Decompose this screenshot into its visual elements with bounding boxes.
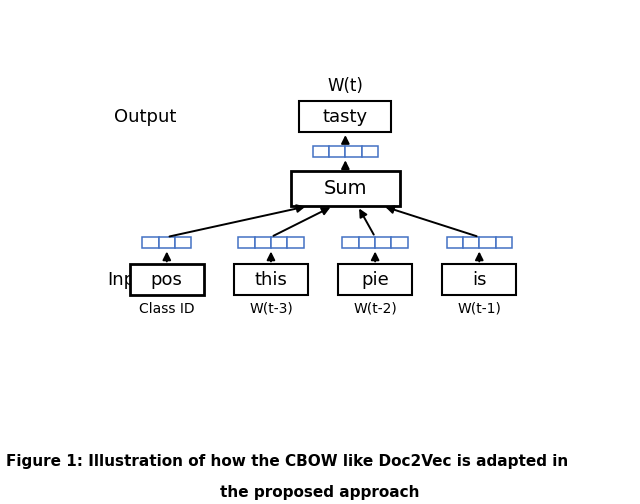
Text: Sum: Sum (324, 179, 367, 198)
Text: W(t-1): W(t-1) (458, 302, 501, 316)
Bar (234, 264, 308, 295)
Text: tasty: tasty (323, 108, 368, 126)
Text: this: this (255, 271, 287, 289)
Text: W(t): W(t) (328, 77, 364, 95)
Text: is: is (472, 271, 486, 289)
Text: W(t-2): W(t-2) (353, 302, 397, 316)
Bar (447, 237, 463, 248)
Text: pie: pie (361, 271, 389, 289)
Text: Class ID: Class ID (139, 302, 195, 316)
Bar (312, 146, 329, 157)
Bar (479, 237, 495, 248)
Bar (159, 237, 175, 248)
Bar (142, 237, 159, 248)
Text: Output: Output (115, 108, 177, 126)
Bar (238, 237, 255, 248)
Bar (338, 264, 412, 295)
Bar (463, 237, 479, 248)
Bar (291, 171, 400, 206)
Bar (362, 146, 378, 157)
Bar (129, 264, 204, 295)
Bar (495, 237, 512, 248)
Text: the proposed approach: the proposed approach (220, 485, 420, 500)
Bar (346, 146, 362, 157)
Bar (329, 146, 346, 157)
Text: W(t-3): W(t-3) (249, 302, 293, 316)
Text: pos: pos (151, 271, 183, 289)
Bar (175, 237, 191, 248)
Bar (342, 237, 359, 248)
Text: Figure 1: Illustration of how the CBOW like Doc2Vec is adapted in: Figure 1: Illustration of how the CBOW l… (6, 454, 569, 469)
Bar (287, 237, 304, 248)
Bar (255, 237, 271, 248)
Bar (300, 101, 391, 132)
Bar (442, 264, 516, 295)
Bar (359, 237, 375, 248)
Text: Input: Input (108, 271, 154, 289)
Bar (392, 237, 408, 248)
Bar (271, 237, 287, 248)
Bar (375, 237, 392, 248)
